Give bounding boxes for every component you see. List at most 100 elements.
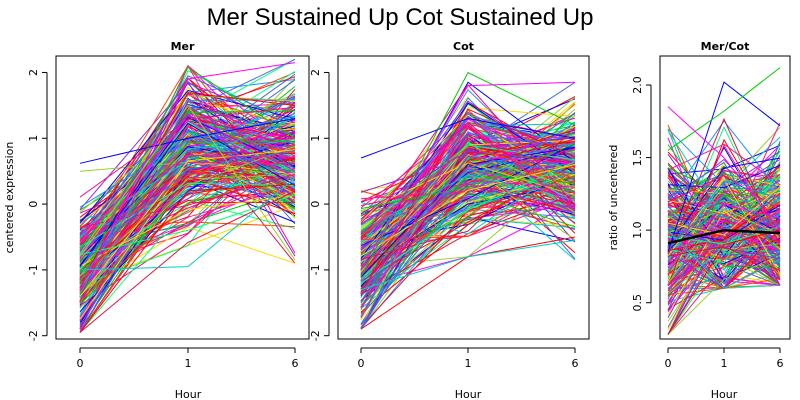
series-line [79,115,296,208]
series-line [79,177,296,271]
mean-line [667,228,781,245]
series-line [360,117,576,159]
x-tick-label: 0 [358,357,365,370]
y-tick-label: 0.5 [631,294,644,312]
y-tick-label: 0 [27,201,40,208]
x-axis-label: Hour [455,388,482,400]
series-line [79,113,296,236]
series-line [667,173,781,198]
x-tick-label: 0 [665,357,672,370]
panel-cot: Cot 0 1 6 Hour -2 -1 0 1 2 [309,40,590,400]
series-line [667,81,781,253]
series-line [667,143,781,186]
series-line [667,106,781,231]
series-line [79,104,296,261]
series-line [667,120,781,202]
series-line [360,112,576,234]
series-line [79,195,296,267]
series-line [667,117,781,255]
panel-title: Mer/Cot [701,40,750,53]
series-line [79,95,296,255]
series-line [360,161,576,284]
series-line [79,102,296,251]
x-tick-label: 1 [721,357,728,370]
series-line [667,205,781,289]
series-line [79,182,296,248]
x-tick-label: 0 [77,357,84,370]
series-line [360,185,576,249]
series-line [79,157,296,279]
x-tick-label: 6 [572,357,579,370]
series-line [79,106,296,198]
series-line [79,183,296,333]
series-line [667,210,781,316]
series-line [79,66,296,284]
panel-title: Cot [453,40,474,53]
series-line [360,180,576,267]
y-tick-label: -2 [309,330,322,341]
series-line [667,67,781,151]
y-tick-label: 2.0 [631,76,644,94]
series-line [360,121,576,316]
series-line [360,142,576,283]
series-line [360,164,576,257]
series-line [360,81,576,271]
series-line [667,222,781,263]
x-axis-label: Hour [711,388,738,400]
series-line [667,144,781,175]
y-tick-label: 1 [27,135,40,142]
y-axis-label: centered expression [3,142,16,254]
series-line [360,146,576,278]
series-line [667,196,781,248]
series-line [79,120,296,244]
series-line [79,140,296,289]
series-line [360,138,576,278]
series-line [667,206,781,257]
series-line [667,208,781,236]
series-line [667,167,781,227]
y-tick-label: 2 [309,69,322,76]
series-line [667,188,781,215]
series-line [79,128,296,281]
series-lines [79,58,296,333]
series-line [667,203,781,269]
plot-frame [659,55,791,340]
series-line [360,150,576,215]
y-tick-label: 1.5 [631,149,644,167]
y-tick-label: 0 [309,201,322,208]
series-line [667,229,781,335]
series-line [667,186,781,236]
series-line [79,161,296,280]
x-tick-label: 1 [185,357,192,370]
series-line [667,248,781,253]
series-line [360,155,576,294]
series-line [79,116,296,267]
y-tick-label: -2 [27,330,40,341]
series-line [667,174,781,211]
y-axis-label: ratio of uncentered [607,145,620,251]
series-line [360,168,576,261]
series-line [79,145,296,297]
plot-frame [337,55,590,340]
series-lines [360,71,576,330]
series-line [667,144,781,277]
x-tick-label: 6 [777,357,784,370]
panel-mer-cot: Mer/Cot 0 1 6 Hour 0.5 1.0 1.5 2.0 ratio of uncen… [607,40,791,400]
series-line [360,133,576,272]
series-line [667,199,781,255]
series-line [360,108,576,294]
series-line [79,140,296,273]
x-axis-label: Hour [175,388,202,400]
series-line [360,162,576,253]
series-line [360,239,576,291]
y-tick-label: -1 [27,264,40,275]
series-line [360,124,576,319]
x-tick-label: 1 [465,357,472,370]
series-line [79,118,296,164]
series-line [667,246,781,271]
series-line [360,84,576,241]
series-line [360,126,576,260]
y-tick-label: -1 [309,264,322,275]
series-line [360,133,576,276]
